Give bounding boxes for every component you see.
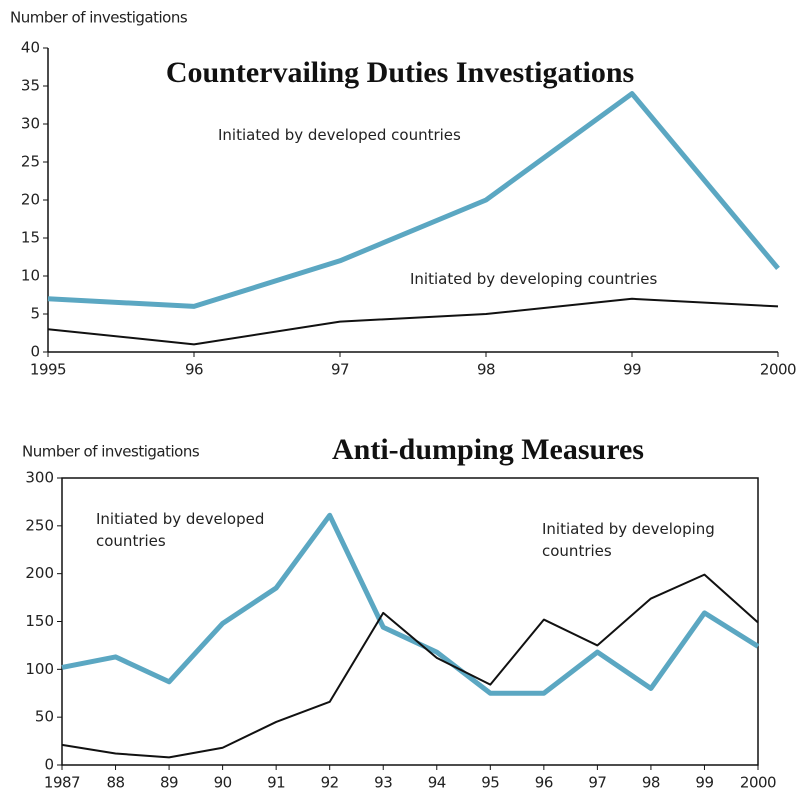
y-tick-label: 30 — [21, 115, 40, 133]
y-tick-label: 20 — [21, 191, 40, 209]
chart-title: Anti-dumping Measures — [332, 433, 644, 466]
x-tick-label: 96 — [535, 774, 553, 792]
x-tick-label: 1995 — [30, 361, 66, 379]
y-tick-label: 300 — [25, 469, 54, 487]
x-tick-label: 92 — [321, 774, 339, 792]
y-tick-label: 40 — [21, 39, 40, 57]
x-tick-label: 89 — [160, 774, 178, 792]
x-tick-label: 99 — [623, 361, 641, 379]
series-label: Initiated by developed countries — [96, 510, 265, 550]
y-tick-label: 0 — [30, 343, 40, 361]
x-tick-label: 88 — [106, 774, 124, 792]
series-label: Initiated by developed countries — [218, 126, 461, 144]
x-tick-label: 2000 — [760, 361, 796, 379]
x-tick-label: 95 — [481, 774, 499, 792]
x-tick-label: 1987 — [44, 774, 80, 792]
y-tick-label: 50 — [35, 708, 54, 726]
series-line — [47, 91, 780, 309]
x-tick-label: 93 — [374, 774, 392, 792]
x-tick-label: 99 — [695, 774, 713, 792]
y-tick-label: 250 — [25, 516, 54, 534]
y-axis-label: Number of investigations — [10, 9, 188, 27]
x-tick-label: 96 — [185, 361, 203, 379]
y-tick-label: 100 — [25, 660, 54, 678]
x-tick-label: 2000 — [740, 774, 776, 792]
x-tick-label: 97 — [331, 361, 349, 379]
series-line — [61, 512, 760, 696]
y-tick-label: 35 — [21, 77, 40, 95]
series-label: Initiated by developing countries — [410, 270, 658, 288]
y-tick-label: 15 — [21, 229, 40, 247]
x-tick-label: 94 — [428, 774, 446, 792]
series-line — [47, 297, 779, 346]
x-tick-label: 90 — [214, 774, 232, 792]
series-line — [61, 573, 759, 759]
y-tick-label: 200 — [25, 564, 54, 582]
x-tick-label: 91 — [267, 774, 285, 792]
x-tick-label: 98 — [642, 774, 660, 792]
chart-title: Countervailing Duties Investigations — [166, 56, 634, 89]
x-tick-label: 97 — [588, 774, 606, 792]
x-tick-label: 98 — [477, 361, 495, 379]
y-axis-label: Number of investigations — [22, 443, 200, 461]
series-label: Initiated by developing countries — [542, 520, 715, 560]
y-tick-label: 150 — [25, 612, 54, 630]
y-tick-label: 0 — [44, 756, 54, 774]
y-tick-label: 10 — [21, 267, 40, 285]
y-tick-label: 25 — [21, 153, 40, 171]
y-tick-label: 5 — [30, 305, 40, 323]
